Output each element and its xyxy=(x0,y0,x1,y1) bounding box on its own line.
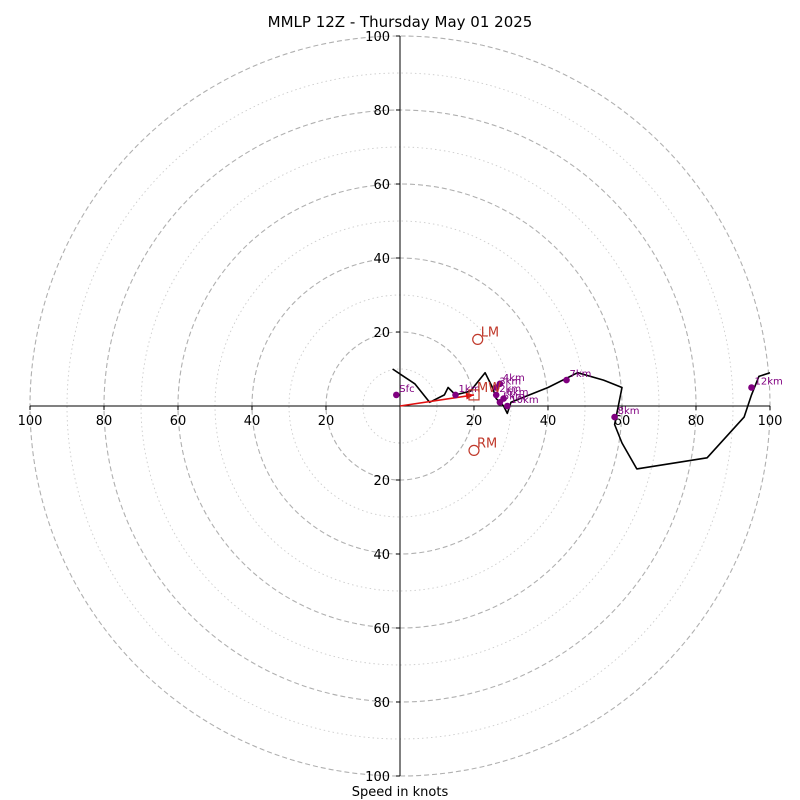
x-tick-label: 100 xyxy=(758,414,783,429)
x-axis-label: Speed in knots xyxy=(352,785,449,800)
height-label: 4km xyxy=(503,373,525,384)
y-tick-label: 100 xyxy=(365,30,390,45)
x-tick-label: 60 xyxy=(614,414,631,429)
x-tick-label: 20 xyxy=(318,414,335,429)
x-tick-label: 100 xyxy=(18,414,43,429)
x-tick-label: 80 xyxy=(96,414,113,429)
height-point xyxy=(496,399,504,406)
y-tick-label: 60 xyxy=(373,622,390,637)
height-point xyxy=(492,384,500,391)
height-point xyxy=(393,391,400,399)
y-tick-label: 40 xyxy=(373,548,390,563)
y-tick-label: 100 xyxy=(365,770,390,785)
height-label: 2km xyxy=(499,384,521,395)
height-point xyxy=(504,402,511,410)
height-point xyxy=(492,391,500,399)
tick-labels: 20 20 20 20 40 40 40 40 60 60 60 60 80 80 80 80 100 100 10… xyxy=(18,30,783,785)
shear-vector xyxy=(399,392,475,407)
y-tick-label: 80 xyxy=(373,104,390,119)
height-label: 7km xyxy=(570,369,592,380)
height-label: 12km xyxy=(755,377,783,388)
storm-motion-label: RM xyxy=(477,436,497,451)
y-tick-label: 20 xyxy=(373,474,390,489)
height-point xyxy=(563,376,570,384)
height-label: 3km xyxy=(499,377,521,388)
height-label: Sfc xyxy=(399,384,414,395)
hodograph-line xyxy=(392,368,771,470)
mean-wind-marker xyxy=(468,389,480,401)
storm-motion-label: MW xyxy=(477,381,501,396)
shear-vector-arrowhead xyxy=(465,392,474,400)
x-tick-label: 60 xyxy=(170,414,187,429)
y-tick-label: 20 xyxy=(373,326,390,341)
y-tick-label: 40 xyxy=(373,252,390,267)
storm-motion-markers: LM RM MW xyxy=(468,325,501,456)
height-point xyxy=(611,413,618,421)
height-point xyxy=(452,391,459,399)
storm-motion-marker xyxy=(468,444,480,456)
x-tick-label: 20 xyxy=(466,414,483,429)
shear-vector-line xyxy=(399,394,475,407)
chart-title: MMLP 12Z - Thursday May 01 2025 xyxy=(268,13,533,31)
height-label: 10km xyxy=(510,395,538,406)
height-label: 6km xyxy=(507,388,529,399)
height-point xyxy=(748,384,755,391)
y-tick-label: 80 xyxy=(373,696,390,711)
storm-motion-label: LM xyxy=(481,325,499,340)
height-label: 8km xyxy=(618,406,640,417)
x-tick-label: 80 xyxy=(688,414,705,429)
x-tick-label: 40 xyxy=(244,414,261,429)
storm-motion-marker xyxy=(472,333,484,345)
y-tick-label: 60 xyxy=(373,178,390,193)
x-tick-label: 40 xyxy=(540,414,557,429)
hodograph-trace xyxy=(392,368,771,470)
height-label: 5km xyxy=(503,391,525,402)
